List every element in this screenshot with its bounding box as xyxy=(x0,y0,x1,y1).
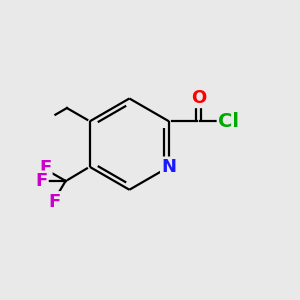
Text: F: F xyxy=(35,172,47,190)
Text: Cl: Cl xyxy=(218,112,239,131)
Text: O: O xyxy=(191,89,206,107)
Text: F: F xyxy=(39,159,51,177)
Text: F: F xyxy=(49,193,61,211)
Text: N: N xyxy=(161,158,176,176)
